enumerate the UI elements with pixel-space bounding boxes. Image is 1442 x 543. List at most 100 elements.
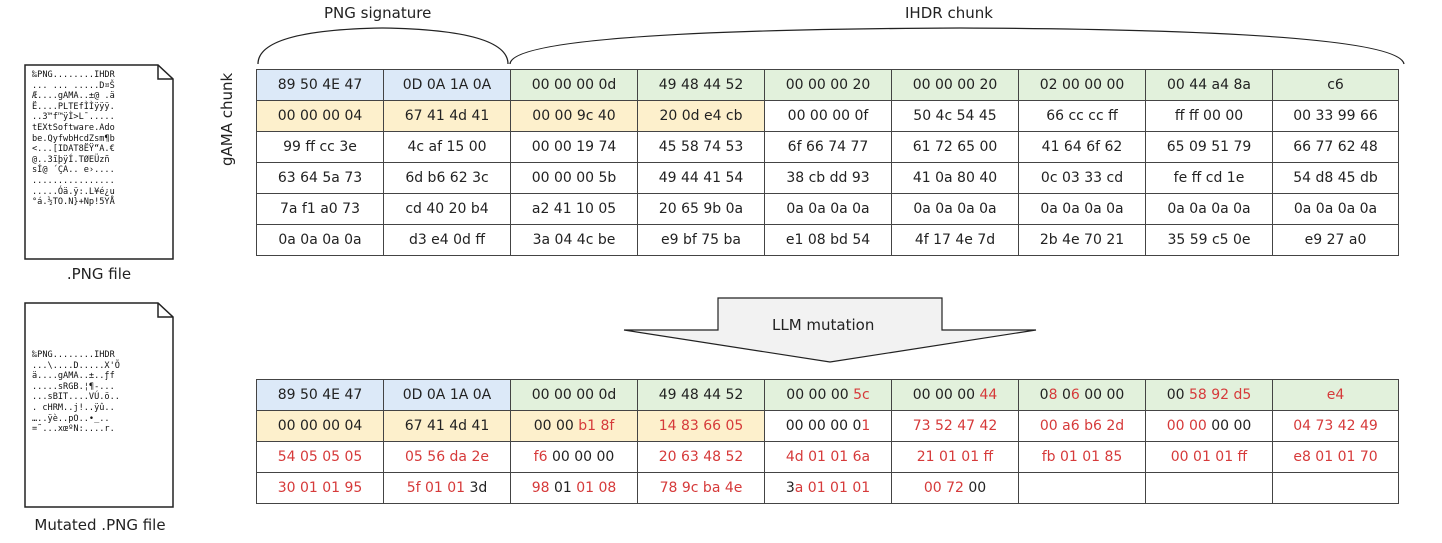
file-text-line: Æ....gAMA..±@ .ä bbox=[32, 91, 115, 102]
hex-cell: e8 01 01 70 bbox=[1272, 441, 1399, 473]
hex-cell: 0c 03 33 cd bbox=[1018, 162, 1146, 194]
file-text-line: be.QyfwbHcdZsm¶b bbox=[32, 133, 115, 144]
hex-cell: 65 09 51 79 bbox=[1145, 131, 1273, 163]
hex-cell: 0D 0A 1A 0A bbox=[383, 379, 511, 411]
hex-cell: 4c af 15 00 bbox=[383, 131, 511, 163]
hex-cell: 20 65 9b 0a bbox=[637, 193, 765, 225]
mutated-bytes: 00 00 bbox=[1166, 418, 1212, 434]
mutated-bytes: 01 08 bbox=[571, 480, 617, 496]
unchanged-bytes: 00 bbox=[1166, 387, 1189, 403]
mutated-bytes: 00 72 bbox=[923, 480, 969, 496]
hex-cell: d3 e4 0d ff bbox=[383, 224, 511, 256]
hex-cell: e9 27 a0 bbox=[1272, 224, 1399, 256]
header-braces bbox=[257, 27, 1405, 65]
mutated-bytes: 4d 01 01 6a bbox=[785, 449, 871, 465]
file-text-line: ................ bbox=[32, 175, 115, 186]
file-text-line: =˜...xœºN:....r. bbox=[32, 424, 115, 435]
hex-row: 00 00 00 04 67 41 4d 41 00 00 b1 8f 14 83 6… bbox=[256, 410, 1399, 442]
hex-cell: 0a 0a 0a 0a bbox=[1018, 193, 1146, 225]
file-text-line: tEXtSoftware.Ado bbox=[32, 122, 115, 133]
unchanged-bytes: 01 bbox=[553, 480, 572, 496]
mutated-bytes: 00 01 01 ff bbox=[1170, 449, 1248, 465]
mutated-bytes: 21 01 01 ff bbox=[916, 449, 994, 465]
file-text-line: …..ÿè..pO..•_.. bbox=[32, 413, 110, 424]
png-file-content: ‰PNG........IHDR... ... .....D¤Š Æ....gAM… bbox=[32, 70, 115, 208]
hex-cell: 67 41 4d 41 bbox=[383, 410, 511, 442]
mutated-bytes: 20 63 48 52 bbox=[658, 449, 744, 465]
hex-cell: 21 01 01 ff bbox=[891, 441, 1019, 473]
mutated-bytes: 44 bbox=[979, 387, 998, 403]
file-text-line: °á.½TO.N}+Np!5YÅ bbox=[32, 197, 115, 208]
mutated-bytes: 6 bbox=[1070, 387, 1080, 403]
hex-cell: 38 cb dd 93 bbox=[764, 162, 892, 194]
hex-cell: 5f 01 01 3d bbox=[383, 472, 511, 504]
hex-cell: fb 01 01 85 bbox=[1018, 441, 1146, 473]
hex-cell: 00 00 00 0d bbox=[510, 69, 638, 101]
hex-cell: e1 08 bd 54 bbox=[764, 224, 892, 256]
page-outline-icon bbox=[24, 302, 174, 508]
hex-cell: 04 73 42 49 bbox=[1272, 410, 1399, 442]
hex-cell: 49 48 44 52 bbox=[637, 379, 765, 411]
hex-cell: 02 00 00 00 bbox=[1018, 69, 1146, 101]
png-file-caption: .PNG file bbox=[66, 265, 132, 283]
mutated-bytes: e4 bbox=[1326, 387, 1345, 403]
hex-cell: 98 01 01 08 bbox=[510, 472, 638, 504]
hex-cell: 00 00 00 01 bbox=[764, 410, 892, 442]
hex-cell: 00 58 92 d5 bbox=[1145, 379, 1273, 411]
hex-cell: 00 00 00 44 bbox=[891, 379, 1019, 411]
hex-cell: cd 40 20 b4 bbox=[383, 193, 511, 225]
hex-row: 99 ff cc 3e 4c af 15 00 00 00 19 74 45 58 7… bbox=[256, 131, 1399, 163]
mutated-bytes: 98 bbox=[531, 480, 554, 496]
mutated-hex-table: 89 50 4E 47 0D 0A 1A 0A 00 00 00 0d 49 48 4… bbox=[256, 379, 1399, 504]
file-text-line: .....Óä.ÿ:.L¥é¿u bbox=[32, 186, 115, 197]
hex-cell: 00 00 00 0f bbox=[764, 100, 892, 132]
mutated-bytes: a 01 01 01 bbox=[794, 480, 871, 496]
hex-cell: 00 00 00 00 bbox=[1145, 410, 1273, 442]
hex-cell: 08 06 00 00 bbox=[1018, 379, 1146, 411]
hex-cell: 78 9c ba 4e bbox=[637, 472, 765, 504]
hex-cell: 0a 0a 0a 0a bbox=[1145, 193, 1273, 225]
hex-cell: 63 64 5a 73 bbox=[256, 162, 384, 194]
gama-chunk-label: gAMA chunk bbox=[218, 72, 236, 166]
hex-cell: 49 44 41 54 bbox=[637, 162, 765, 194]
hex-cell: 2b 4e 70 21 bbox=[1018, 224, 1146, 256]
unchanged-bytes: 00 00 00 0d bbox=[531, 387, 617, 403]
ihdr-chunk-label: IHDR chunk bbox=[905, 4, 993, 22]
hex-cell: e9 bf 75 ba bbox=[637, 224, 765, 256]
png-signature-brace bbox=[257, 27, 509, 65]
file-text-line: ... ... .....D¤Š bbox=[32, 80, 115, 91]
hex-cell: 54 d8 45 db bbox=[1272, 162, 1399, 194]
mutated-bytes: fb 01 01 85 bbox=[1041, 449, 1123, 465]
hex-row: 63 64 5a 73 6d b6 62 3c 00 00 00 5b 49 44 4… bbox=[256, 162, 1399, 194]
unchanged-bytes: 0 bbox=[1039, 387, 1049, 403]
mutated-bytes: 5c bbox=[853, 387, 870, 403]
unchanged-bytes: 89 50 4E 47 bbox=[277, 387, 363, 403]
unchanged-bytes: 00 00 00 bbox=[551, 449, 615, 465]
hex-cell: e4 bbox=[1272, 379, 1399, 411]
hex-cell: 6f 66 74 77 bbox=[764, 131, 892, 163]
hex-cell: 00 00 19 74 bbox=[510, 131, 638, 163]
unchanged-bytes: 49 48 44 52 bbox=[658, 387, 744, 403]
hex-cell: 20 63 48 52 bbox=[637, 441, 765, 473]
hex-cell: 4f 17 4e 7d bbox=[891, 224, 1019, 256]
hex-row: 30 01 01 95 5f 01 01 3d 98 01 01 08 78 9c b… bbox=[256, 472, 1399, 504]
mutation-arrow bbox=[623, 297, 1037, 363]
mutated-bytes: 78 9c ba 4e bbox=[659, 480, 743, 496]
unchanged-bytes: 00 00 00 bbox=[912, 387, 980, 403]
mutated-bytes: 73 52 47 42 bbox=[912, 418, 998, 434]
hex-cell: 99 ff cc 3e bbox=[256, 131, 384, 163]
unchanged-bytes: 3d bbox=[469, 480, 488, 496]
hex-cell: 30 01 01 95 bbox=[256, 472, 384, 504]
file-text-line: ‰PNG........IHDR bbox=[32, 70, 115, 80]
hex-cell: 00 00 00 5b bbox=[510, 162, 638, 194]
mutated-bytes: 54 05 05 05 bbox=[277, 449, 363, 465]
unchanged-bytes: 3 bbox=[785, 480, 795, 496]
file-text-line: ä....gAMA..±..ƒf bbox=[32, 371, 115, 382]
hex-cell: 00 00 00 04 bbox=[256, 410, 384, 442]
hex-cell: 45 58 74 53 bbox=[637, 131, 765, 163]
hex-cell: 89 50 4E 47 bbox=[256, 379, 384, 411]
hex-cell: 0a 0a 0a 0a bbox=[891, 193, 1019, 225]
hex-cell: 61 72 65 00 bbox=[891, 131, 1019, 163]
hex-cell: 00 00 00 20 bbox=[764, 69, 892, 101]
mutated-bytes: 04 73 42 49 bbox=[1293, 418, 1378, 434]
